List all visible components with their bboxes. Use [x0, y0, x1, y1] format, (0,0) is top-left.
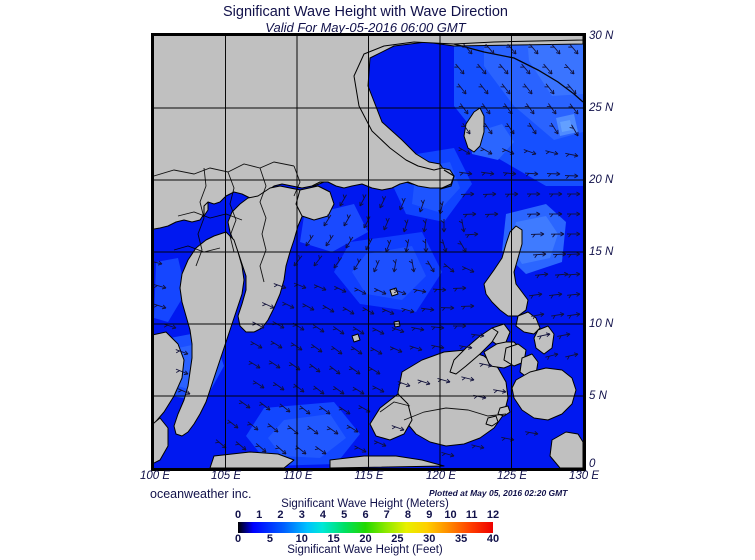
- colorbar-title-feet: Significant Wave Height (Feet): [287, 544, 443, 556]
- title-block: Significant Wave Height with Wave Direct…: [0, 4, 731, 35]
- y-tick-0: 0: [589, 458, 596, 470]
- map-canvas: [154, 36, 583, 468]
- cbar-m-6: 6: [362, 509, 369, 521]
- y-tick-5n: 5 N: [589, 390, 607, 402]
- cbar-m-11: 11: [465, 509, 478, 521]
- colorbar-ticks-feet: 0 5 10 15 20 25 30 35 40: [234, 533, 499, 546]
- x-tick-105e: 105 E: [210, 470, 242, 482]
- y-tick-25n: 25 N: [589, 102, 614, 114]
- cbar-m-2: 2: [277, 509, 284, 521]
- cbar-ft-20: 20: [359, 533, 372, 545]
- cbar-ft-10: 10: [295, 533, 308, 545]
- valid-time-subtitle: Valid For May-05-2016 06:00 GMT: [265, 20, 466, 35]
- plotted-at-timestamp: Plotted at May 05, 2016 02:20 GMT: [429, 488, 568, 498]
- cbar-m-7: 7: [383, 509, 390, 521]
- x-tick-120e: 120 E: [425, 470, 457, 482]
- cbar-m-10: 10: [444, 509, 457, 521]
- provider-credit: oceanweather inc.: [150, 487, 252, 501]
- cbar-m-3: 3: [298, 509, 305, 521]
- cbar-ft-40: 40: [486, 533, 500, 545]
- x-tick-125e: 125 E: [496, 470, 528, 482]
- colorbar-ticks-meters: 0 1 2 3 4 5 6 7 8 9 10 11 12: [234, 509, 499, 522]
- cbar-ft-25: 25: [391, 533, 404, 545]
- page-title: Significant Wave Height with Wave Direct…: [222, 4, 508, 20]
- colorbar-title-meters: Significant Wave Height (Meters): [281, 498, 449, 510]
- cbar-ft-35: 35: [455, 533, 468, 545]
- x-tick-115e: 115 E: [354, 470, 384, 482]
- cbar-ft-0: 0: [234, 533, 242, 545]
- graticule: [154, 36, 583, 468]
- y-tick-20n: 20 N: [589, 174, 614, 186]
- colorbar-gradient: [238, 522, 493, 533]
- cbar-m-8: 8: [404, 509, 412, 521]
- cbar-m-4: 4: [319, 509, 327, 521]
- cbar-m-1: 1: [256, 509, 263, 521]
- cbar-m-0: 0: [234, 509, 242, 521]
- cbar-m-9: 9: [426, 509, 433, 521]
- cbar-m-12: 12: [486, 509, 500, 521]
- x-tick-130e: 130 E: [568, 470, 600, 482]
- cbar-ft-15: 15: [327, 533, 340, 545]
- y-tick-15n: 15 N: [589, 246, 614, 258]
- cbar-ft-30: 30: [423, 533, 436, 545]
- cbar-m-5: 5: [341, 509, 348, 521]
- map-plot-area[interactable]: [151, 33, 586, 471]
- y-tick-30n: 30 N: [589, 30, 614, 42]
- x-tick-100e: 100 E: [139, 470, 171, 482]
- y-tick-10n: 10 N: [589, 318, 614, 330]
- cbar-ft-5: 5: [266, 533, 273, 545]
- x-tick-110e: 110 E: [283, 470, 313, 482]
